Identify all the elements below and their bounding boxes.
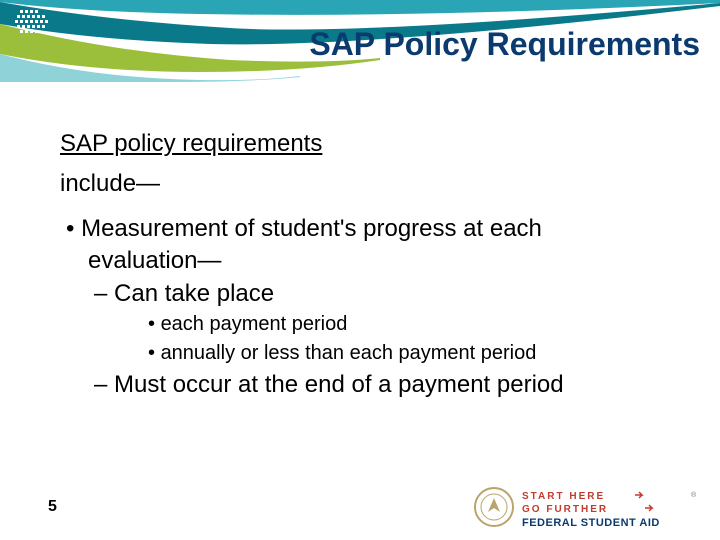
page-number: 5 [48, 498, 57, 516]
slide: SAP Policy Requirements SAP policy requi… [0, 0, 720, 540]
footer-tagline2: GO FURTHER [522, 504, 608, 515]
lead-text: include— [60, 170, 660, 198]
list-item: evaluation— [88, 246, 660, 276]
slide-title: SAP Policy Requirements [200, 26, 700, 63]
list-item: Must occur at the end of a payment perio… [94, 369, 660, 400]
footer-logo: START HERE GO FURTHER FEDERAL STUDENT AI… [470, 484, 700, 530]
list-item: Measurement of student's progress at eac… [66, 214, 660, 244]
footer-brand: FEDERAL STUDENT AID [522, 517, 660, 529]
list-item: each payment period [148, 311, 660, 338]
list-item: Can take place [94, 278, 660, 309]
bullet-list: Measurement of student's progress at eac… [60, 214, 660, 400]
subtitle: SAP policy requirements [60, 130, 660, 158]
content-area: SAP policy requirements include— Measure… [60, 130, 660, 402]
header: SAP Policy Requirements [0, 0, 720, 82]
logo-icon [12, 6, 68, 46]
svg-text:®: ® [691, 491, 697, 499]
footer-tagline1: START HERE [522, 491, 605, 502]
list-item: annually or less than each payment perio… [148, 340, 660, 367]
